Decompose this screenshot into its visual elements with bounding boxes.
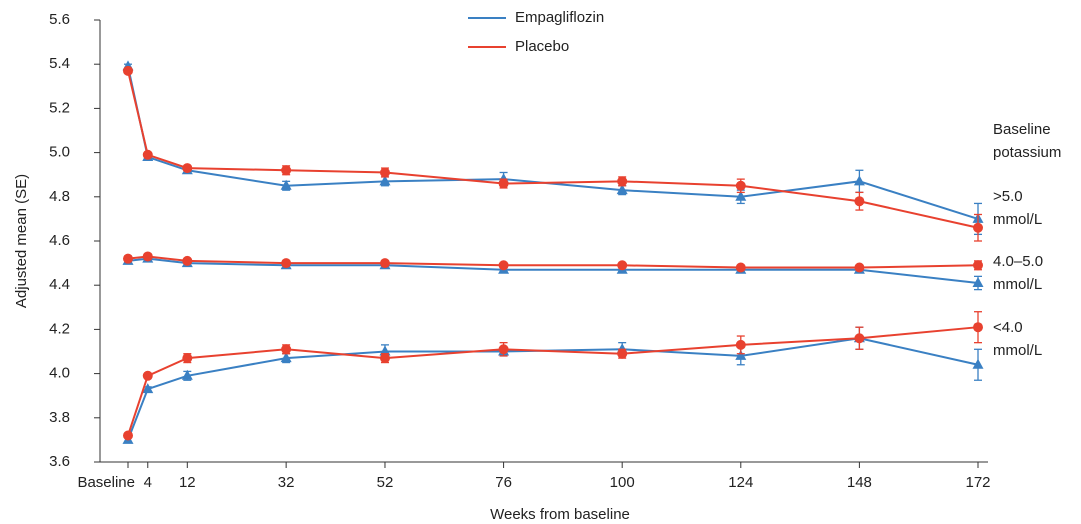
- x-tick-label: Baseline: [77, 474, 135, 491]
- y-tick-label: 4.4: [49, 276, 70, 293]
- marker: [379, 167, 390, 178]
- marker: [854, 262, 865, 273]
- marker: [972, 276, 984, 287]
- marker: [182, 353, 193, 364]
- y-tick-label: 4.8: [49, 188, 70, 205]
- group-label: mmol/L: [993, 342, 1042, 359]
- data-line: [127, 337, 979, 441]
- marker: [123, 253, 133, 264]
- group-label: mmol/L: [993, 276, 1042, 293]
- marker: [617, 260, 628, 271]
- y-tick-label: 4.0: [49, 365, 70, 382]
- y-tick-label: 3.6: [49, 453, 70, 470]
- marker: [181, 369, 193, 380]
- x-axis-label: Weeks from baseline: [490, 506, 630, 523]
- legend-label: Empagliflozin: [515, 9, 604, 26]
- data-line: [127, 326, 979, 436]
- y-tick-label: 5.2: [49, 99, 70, 116]
- marker: [123, 430, 133, 441]
- marker: [735, 180, 746, 191]
- marker: [281, 258, 292, 269]
- marker: [972, 358, 984, 369]
- marker: [498, 178, 509, 189]
- x-tick-label: 172: [965, 474, 990, 491]
- marker: [616, 184, 628, 195]
- marker: [379, 345, 391, 356]
- marker: [973, 222, 983, 233]
- marker: [854, 333, 865, 344]
- x-tick-label: 148: [847, 474, 872, 491]
- marker: [379, 258, 390, 269]
- group-title: potassium: [993, 144, 1061, 161]
- group-label: 4.0–5.0: [993, 253, 1043, 270]
- y-tick-label: 5.0: [49, 144, 70, 161]
- group-label: >5.0: [993, 188, 1023, 205]
- y-axis-label: Adjusted mean (SE): [13, 174, 30, 308]
- data-line: [127, 255, 979, 269]
- x-tick-label: 76: [495, 474, 512, 491]
- x-tick-label: 4: [144, 474, 152, 491]
- group-label: mmol/L: [993, 211, 1042, 228]
- group-label: <4.0: [993, 319, 1023, 336]
- marker: [142, 383, 154, 394]
- marker: [498, 344, 509, 355]
- x-tick-label: 32: [278, 474, 295, 491]
- x-tick-label: 52: [377, 474, 394, 491]
- marker: [379, 353, 390, 364]
- marker: [854, 196, 865, 207]
- marker: [281, 344, 292, 355]
- marker: [182, 255, 193, 266]
- marker: [617, 176, 628, 187]
- marker: [123, 65, 133, 76]
- data-line: [127, 66, 979, 220]
- marker: [853, 175, 865, 186]
- data-line: [127, 257, 979, 284]
- y-tick-label: 4.6: [49, 232, 70, 249]
- legend-label: Placebo: [515, 38, 569, 55]
- marker: [735, 339, 746, 350]
- data-line: [127, 70, 979, 229]
- y-tick-label: 5.4: [49, 55, 70, 72]
- marker: [498, 260, 509, 271]
- marker: [735, 349, 747, 360]
- marker: [142, 149, 153, 160]
- marker: [617, 348, 628, 359]
- group-title: Baseline: [993, 121, 1051, 138]
- marker: [280, 179, 292, 190]
- x-tick-label: 124: [728, 474, 753, 491]
- x-tick-label: 100: [610, 474, 635, 491]
- y-tick-label: 3.8: [49, 409, 70, 426]
- marker: [281, 165, 292, 176]
- y-tick-label: 5.6: [49, 11, 70, 28]
- marker: [142, 370, 153, 381]
- marker: [142, 251, 153, 262]
- marker: [973, 322, 983, 333]
- marker: [735, 190, 747, 201]
- y-tick-label: 4.2: [49, 320, 70, 337]
- marker: [735, 262, 746, 273]
- marker: [280, 352, 292, 363]
- marker: [182, 163, 193, 174]
- marker: [379, 175, 391, 186]
- marker: [973, 260, 983, 271]
- x-tick-label: 12: [179, 474, 196, 491]
